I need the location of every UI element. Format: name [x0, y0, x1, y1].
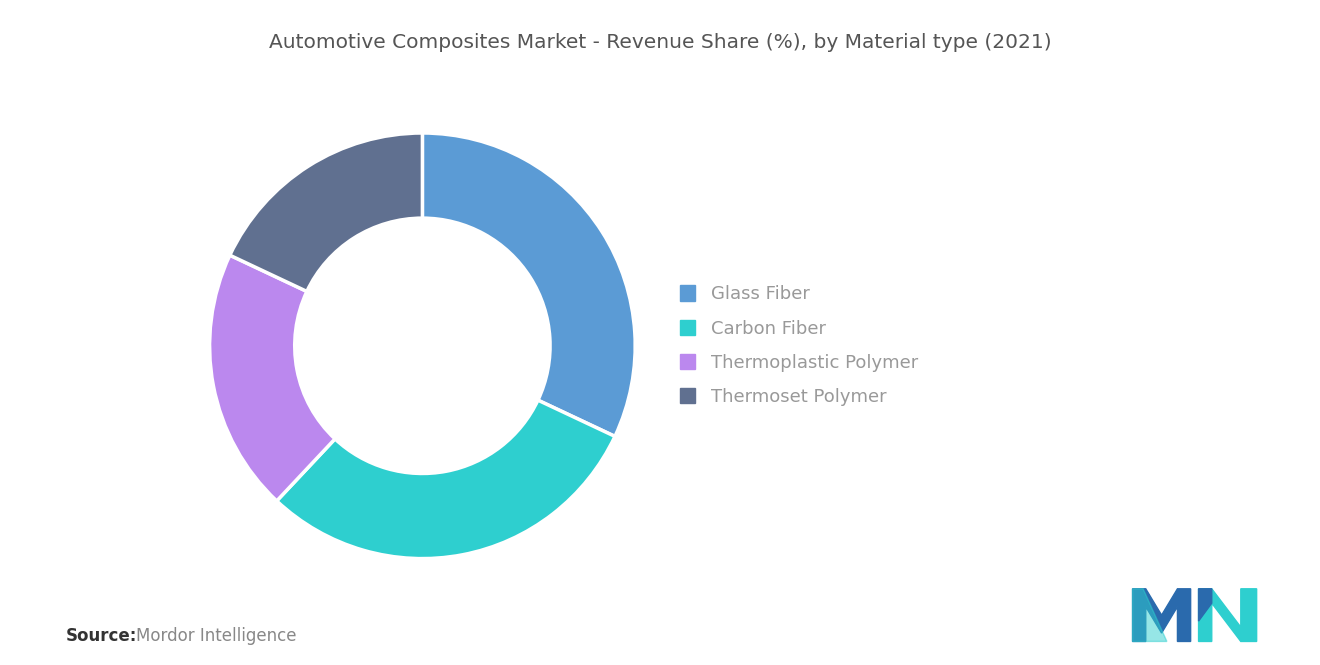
Polygon shape	[1133, 589, 1167, 642]
Text: Automotive Composites Market - Revenue Share (%), by Material type (2021): Automotive Composites Market - Revenue S…	[269, 33, 1051, 53]
Wedge shape	[277, 400, 615, 559]
Text: Mordor Intelligence: Mordor Intelligence	[136, 627, 297, 645]
Wedge shape	[230, 133, 422, 291]
Text: Source:: Source:	[66, 627, 137, 645]
Legend: Glass Fiber, Carbon Fiber, Thermoplastic Polymer, Thermoset Polymer: Glass Fiber, Carbon Fiber, Thermoplastic…	[671, 277, 927, 415]
Wedge shape	[422, 133, 635, 436]
Wedge shape	[210, 255, 335, 501]
Polygon shape	[1133, 589, 1191, 642]
Polygon shape	[1199, 589, 1212, 621]
Polygon shape	[1199, 589, 1257, 642]
